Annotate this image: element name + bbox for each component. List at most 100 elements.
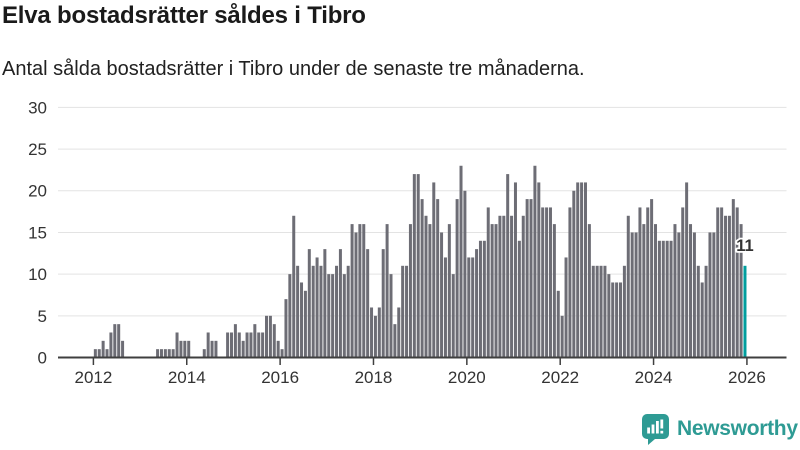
bar <box>611 282 615 358</box>
bar <box>455 199 459 358</box>
newsworthy-logo: Newsworthy <box>641 412 798 446</box>
bar <box>183 340 187 358</box>
bars <box>93 165 747 358</box>
bar <box>622 265 626 358</box>
bar <box>490 224 494 358</box>
x-axis-tick-label: 2018 <box>355 368 393 387</box>
bar <box>323 249 327 358</box>
bar <box>335 265 339 358</box>
bar <box>638 207 642 358</box>
axis-labels: 0 5 10 15 20 25 30 2012 2014 2016 2018 2020 2022 2024… <box>28 98 766 387</box>
bar <box>156 349 160 358</box>
bar <box>397 307 401 358</box>
bar <box>206 332 210 358</box>
bar <box>708 232 712 358</box>
bar <box>572 190 576 358</box>
bar <box>673 224 677 358</box>
bar <box>642 224 646 358</box>
bar <box>486 207 490 358</box>
bar <box>214 340 218 358</box>
bar <box>117 324 121 358</box>
x-axis-tick-label: 2024 <box>635 368 673 387</box>
bar <box>346 265 350 358</box>
bar <box>533 165 537 358</box>
bar <box>408 224 412 358</box>
x-axis-tick-label: 2022 <box>541 368 579 387</box>
bar <box>428 224 432 358</box>
bar <box>381 249 385 358</box>
bar <box>735 207 739 358</box>
bar <box>724 215 728 358</box>
bar <box>280 349 284 358</box>
bar <box>548 207 552 358</box>
bar <box>362 224 366 358</box>
bar <box>385 224 389 358</box>
bar <box>377 307 381 358</box>
bar <box>545 207 549 358</box>
bar <box>692 232 696 358</box>
bar <box>650 199 654 358</box>
bar <box>167 349 171 358</box>
bar <box>233 324 237 358</box>
bar <box>187 340 191 358</box>
bar <box>230 332 233 358</box>
bar <box>619 282 622 358</box>
bar <box>657 240 661 358</box>
axes <box>58 356 787 365</box>
x-axis-tick-label: 2020 <box>448 368 486 387</box>
bar <box>552 224 556 358</box>
bar <box>646 207 650 358</box>
bar <box>257 332 261 358</box>
bar <box>654 224 658 358</box>
bar <box>661 240 665 358</box>
bar <box>564 257 568 358</box>
bar <box>202 349 206 358</box>
bar <box>338 249 342 358</box>
bar <box>354 232 358 358</box>
bar <box>475 249 479 358</box>
bar <box>303 290 307 358</box>
chart-subtitle: Antal sålda bostadsrätter i Tibro under … <box>2 58 585 80</box>
bar <box>113 324 117 358</box>
bar <box>580 182 584 358</box>
bar <box>447 224 451 358</box>
bar <box>436 199 440 358</box>
bar <box>720 207 724 358</box>
bar <box>517 240 521 358</box>
bar <box>171 349 175 358</box>
bar <box>700 282 704 358</box>
bar <box>261 332 265 358</box>
bar <box>307 249 311 358</box>
y-axis-tick-label: 25 <box>28 140 47 159</box>
bar <box>245 332 249 358</box>
bar <box>630 232 634 358</box>
bar <box>459 165 463 358</box>
bar <box>366 249 370 358</box>
page-title: Elva bostadsrätter såldes i Tibro <box>2 2 366 29</box>
bar-chart-speech-bubble-icon <box>642 413 669 445</box>
highlighted-bar <box>743 265 747 358</box>
bar <box>471 257 475 358</box>
bar <box>731 199 735 358</box>
bar-chart: 0 5 10 15 20 25 30 2012 2014 2016 2018 2020 2022 2024… <box>28 98 787 387</box>
bar <box>342 274 346 358</box>
bar <box>537 182 541 358</box>
bar <box>109 332 113 358</box>
bar <box>541 207 545 358</box>
bar <box>665 240 669 358</box>
bar <box>101 340 105 358</box>
annotations: 11 <box>735 235 756 257</box>
bar <box>681 207 685 358</box>
bar <box>603 265 607 358</box>
bar <box>249 332 253 358</box>
bar <box>358 224 362 358</box>
bar <box>482 240 486 358</box>
bar <box>443 257 447 358</box>
bar <box>370 307 374 358</box>
bar <box>615 282 619 358</box>
brand-name: Newsworthy <box>677 417 798 440</box>
bar <box>284 299 288 358</box>
bar <box>502 215 506 358</box>
y-axis-tick-label: 30 <box>28 98 47 117</box>
